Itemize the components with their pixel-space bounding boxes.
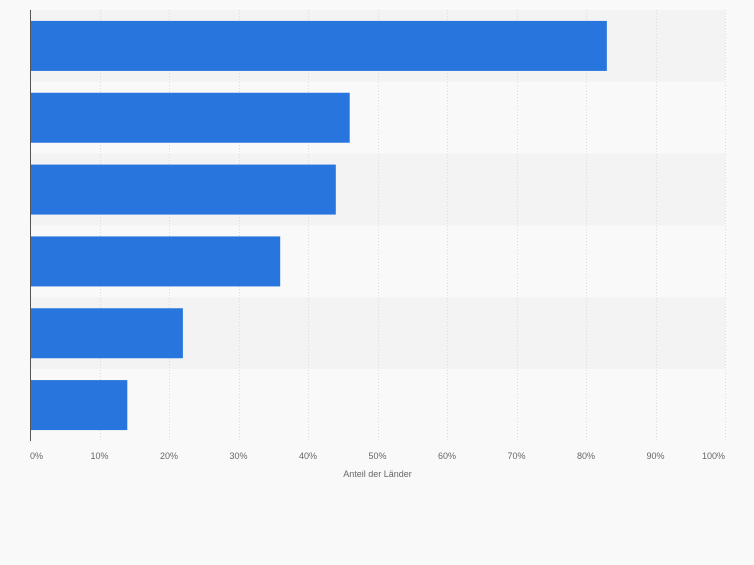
x-tick-label: 70%: [507, 451, 525, 461]
x-axis-label: Anteil der Länder: [343, 469, 412, 479]
bar[interactable]: [30, 380, 128, 431]
x-tick-label: 100%: [702, 451, 725, 461]
bar[interactable]: [30, 20, 607, 71]
x-tick-label: 90%: [646, 451, 664, 461]
x-tick-label: 20%: [160, 451, 178, 461]
x-tick-label: 40%: [299, 451, 317, 461]
bar[interactable]: [30, 308, 183, 359]
bar[interactable]: [30, 92, 350, 143]
x-tick-label: 50%: [368, 451, 386, 461]
x-tick-label: 60%: [438, 451, 456, 461]
bars: [30, 20, 607, 431]
x-tick-label: 0%: [30, 451, 43, 461]
x-tick-label: 80%: [577, 451, 595, 461]
row-band: [30, 369, 725, 441]
row-bands: [30, 10, 725, 441]
x-tick-label: 10%: [90, 451, 108, 461]
bar[interactable]: [30, 236, 281, 287]
x-tick-labels: 0% 10% 20% 30% 40% 50% 60% 70% 80% 90% 100%: [30, 451, 725, 461]
bar[interactable]: [30, 164, 336, 215]
x-tick-label: 30%: [229, 451, 247, 461]
